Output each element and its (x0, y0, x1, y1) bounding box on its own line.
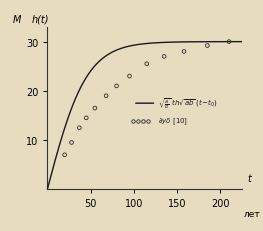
Text: t: t (248, 173, 252, 183)
Point (182, 50, 186, 54)
Text: M: M (12, 15, 21, 24)
Point (93, 107, 97, 110)
Text: $\sqrt{\frac{a}{b}}\ th\sqrt{ab}\ (t\!-\!t_0)$: $\sqrt{\frac{a}{b}}\ th\sqrt{ab}\ (t\!-\… (158, 96, 218, 111)
Point (69, 141, 74, 145)
Point (114, 85, 119, 88)
Point (84, 116, 88, 120)
Point (227, 41, 231, 44)
Point (162, 55, 166, 59)
Point (205, 45, 209, 48)
Text: лет: лет (244, 209, 261, 218)
Point (77, 126, 82, 130)
Point (63, 153, 67, 157)
Text: $\partial y\delta\ [10]$: $\partial y\delta\ [10]$ (158, 116, 188, 127)
Point (145, 63, 149, 66)
Point (104, 94, 108, 98)
Point (127, 75, 132, 79)
Text: h(t): h(t) (32, 15, 49, 24)
